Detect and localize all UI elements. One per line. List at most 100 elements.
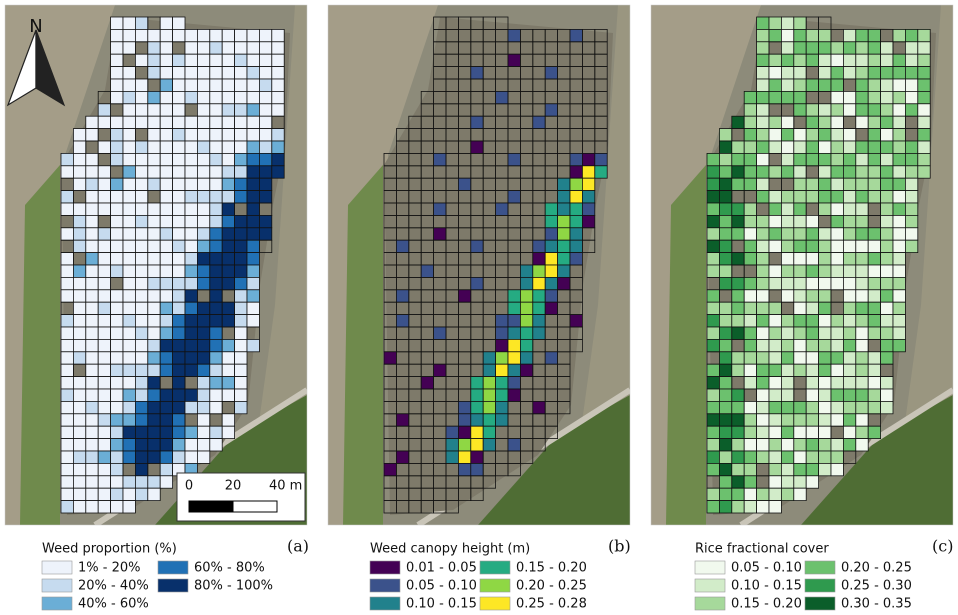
grid-cell	[222, 215, 234, 227]
grid-cell	[73, 426, 85, 438]
grid-cell	[781, 240, 793, 252]
grid-cell	[123, 17, 135, 29]
grid-cell	[73, 352, 85, 364]
grid-cell	[148, 67, 160, 79]
grid-cell	[757, 215, 769, 227]
grid-cell	[558, 178, 570, 190]
grid-cell	[272, 79, 284, 91]
grid-cell	[185, 290, 197, 302]
grid-cell	[148, 104, 160, 116]
legend-swatch	[695, 579, 725, 592]
grid-cell	[123, 501, 135, 513]
grid-cell	[148, 265, 160, 277]
grid-cell	[856, 377, 868, 389]
grid-cell	[135, 290, 147, 302]
grid-cell	[732, 414, 744, 426]
grid-cell	[806, 277, 818, 289]
grid-cell	[272, 166, 284, 178]
grid-cell	[781, 488, 793, 500]
grid-cell	[458, 439, 470, 451]
grid-cell	[819, 277, 831, 289]
grid-cell	[570, 203, 582, 215]
grid-cell	[434, 228, 446, 240]
grid-cell	[533, 315, 545, 327]
grid-cell	[732, 463, 744, 475]
grid-cell	[98, 315, 110, 327]
grid-cell	[856, 389, 868, 401]
grid-cell	[61, 377, 73, 389]
legend-swatch	[805, 561, 835, 574]
grid-cell	[707, 389, 719, 401]
grid-cell	[61, 476, 73, 488]
grid-cell	[235, 228, 247, 240]
grid-cell	[719, 166, 731, 178]
grid-cell	[396, 315, 408, 327]
grid-cell	[831, 215, 843, 227]
grid-cell	[757, 54, 769, 66]
grid-cell	[707, 302, 719, 314]
grid-cell	[185, 315, 197, 327]
grid-cell	[197, 153, 209, 165]
grid-cell	[123, 339, 135, 351]
grid-cell	[806, 302, 818, 314]
grid-cell	[111, 389, 123, 401]
grid-cell	[744, 277, 756, 289]
grid-cell	[148, 327, 160, 339]
grid-cell	[881, 42, 893, 54]
grid-cell	[247, 203, 259, 215]
grid-cell	[148, 488, 160, 500]
grid-cell	[831, 104, 843, 116]
grid-cell	[794, 439, 806, 451]
grid-cell	[73, 290, 85, 302]
grid-cell	[794, 426, 806, 438]
grid-cell	[819, 463, 831, 475]
grid-cell	[893, 116, 905, 128]
grid-cell	[247, 290, 259, 302]
grid-cell	[707, 426, 719, 438]
grid-cell	[881, 67, 893, 79]
grid-cell	[868, 42, 880, 54]
grid-cell	[135, 364, 147, 376]
grid-cell	[197, 414, 209, 426]
grid-cell	[160, 29, 172, 41]
grid-cell	[210, 129, 222, 141]
grid-cell	[160, 54, 172, 66]
grid-cell	[781, 54, 793, 66]
grid-cell	[757, 364, 769, 376]
grid-cell	[843, 265, 855, 277]
grid-cell	[98, 414, 110, 426]
grid-cell	[210, 401, 222, 413]
grid-cell	[98, 377, 110, 389]
grid-cell	[148, 389, 160, 401]
grid-cell	[496, 203, 508, 215]
grid-cell	[732, 451, 744, 463]
grid-cell	[496, 389, 508, 401]
grid-cell	[881, 315, 893, 327]
grid-cell	[496, 339, 508, 351]
grid-cell	[173, 377, 185, 389]
grid-cell	[148, 476, 160, 488]
panel-label: (b)	[608, 537, 631, 556]
grid-cell	[794, 315, 806, 327]
grid-cell	[570, 240, 582, 252]
grid-cell	[707, 439, 719, 451]
grid-cell	[197, 426, 209, 438]
grid-cell	[185, 439, 197, 451]
grid-cell	[843, 277, 855, 289]
grid-cell	[769, 451, 781, 463]
grid-cell	[235, 67, 247, 79]
grid-cell	[222, 426, 234, 438]
grid-cell	[881, 228, 893, 240]
grid-cell	[123, 91, 135, 103]
grid-cell	[806, 215, 818, 227]
grid-cell	[160, 352, 172, 364]
grid-cell	[545, 290, 557, 302]
grid-cell	[558, 265, 570, 277]
grid-cell	[794, 203, 806, 215]
grid-cell	[719, 389, 731, 401]
grid-cell	[235, 104, 247, 116]
grid-cell	[881, 389, 893, 401]
grid-cell	[86, 228, 98, 240]
grid-cell	[570, 29, 582, 41]
grid-cell	[272, 141, 284, 153]
